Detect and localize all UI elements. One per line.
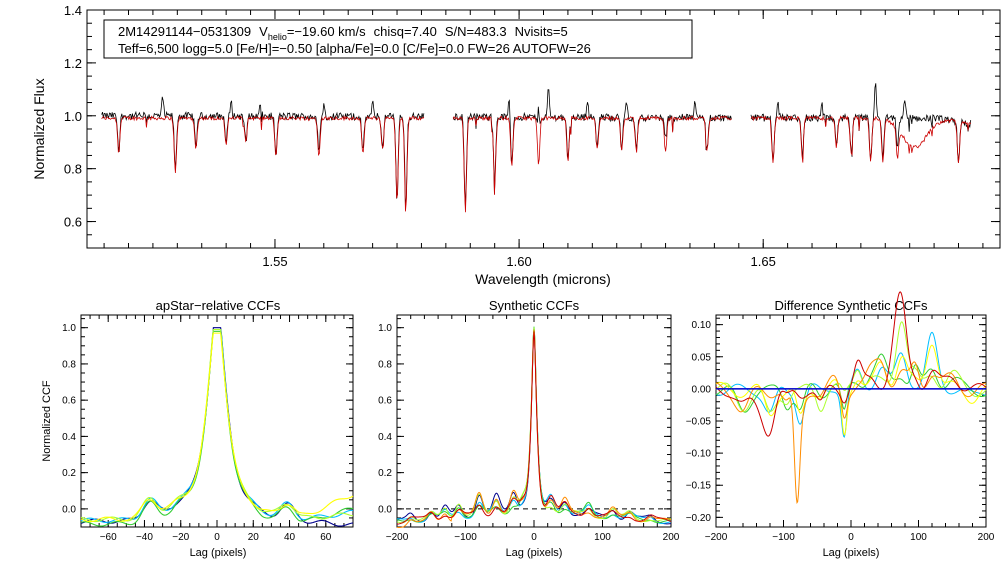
x-tick-label: −200: [386, 532, 409, 543]
annotation-v-subscript: helio: [268, 32, 287, 42]
x-tick-label: −20: [172, 532, 189, 543]
apstar-ccf-ticks: −60 −40 −20 0 20 40 60 0.0 0.2 0.4 0.6 0.8 1.0: [62, 315, 354, 543]
y-tick-label: 0.00: [692, 384, 712, 395]
apstar-ccf-xlabel: Lag (pixels): [190, 547, 247, 559]
y-tick-label: 0.4: [378, 432, 392, 443]
x-tick-label: −100: [454, 532, 477, 543]
difference-ccf-panel: Difference Synthetic CCFs −200 −100 0 100 20…: [686, 291, 995, 559]
spectrum-xlabel: Wavelength (microns): [475, 271, 611, 287]
annotation-line-1: 2M14291144−0531309 Vhelio=−19.60 km/s chis…: [118, 24, 568, 42]
model-spectrum-line: [452, 115, 732, 213]
x-tick-label: 1.65: [751, 254, 776, 269]
synthetic-ccf-panel: Synthetic CCFs −200 −100 0 100 200 0.0 0.2 0.4 0…: [378, 298, 680, 559]
annotation-object-id: 2M14291144−0531309: [118, 24, 251, 39]
synthetic-ccf-line-visit-3: [396, 326, 672, 524]
ccf-line-visit-5: [80, 332, 354, 523]
annotation-v-symbol: V: [259, 24, 268, 39]
y-tick-label: −0.10: [686, 449, 712, 460]
ccf-line-visit-4: [80, 328, 354, 523]
y-tick-label: −0.20: [686, 513, 712, 524]
y-tick-label: 0.2: [378, 468, 392, 479]
x-tick-label: 60: [320, 532, 332, 543]
y-tick-label: 0.10: [692, 320, 712, 331]
x-tick-label: 1.60: [506, 254, 531, 269]
synthetic-ccf-title: Synthetic CCFs: [489, 298, 580, 313]
synthetic-ccf-line-visit-5: [396, 329, 672, 529]
x-tick-label: 100: [910, 532, 927, 543]
y-tick-label: 0.8: [378, 359, 392, 370]
annotation-line-2: Teff=6,500 logg=5.0 [Fe/H]=−0.50 [alpha/…: [118, 41, 591, 56]
x-tick-label: −100: [772, 532, 795, 543]
annotation-sn: S/N=483.3: [445, 24, 507, 39]
y-tick-label: −0.15: [686, 481, 712, 492]
y-tick-label: 1.2: [64, 56, 82, 71]
difference-ccf-title: Difference Synthetic CCFs: [775, 298, 928, 313]
x-tick-label: 0: [848, 532, 854, 543]
difference-ccf-line-visit-4: [715, 321, 987, 412]
ccf-line-visit-2: [80, 328, 354, 523]
x-tick-label: 20: [248, 532, 260, 543]
synthetic-ccf-xlabel: Lag (pixels): [506, 547, 563, 559]
x-tick-label: −200: [705, 532, 728, 543]
y-tick-label: 0.0: [62, 504, 76, 515]
difference-ccf-xlabel: Lag (pixels): [823, 547, 880, 559]
apstar-ccf-panel: apStar−relative CCFs −60 −40 −20 0 20 40 60 0.0…: [41, 298, 354, 559]
model-spectrum-line: [750, 115, 972, 164]
x-tick-label: 100: [594, 532, 611, 543]
y-tick-label: 0.6: [62, 396, 76, 407]
y-tick-label: 0.2: [62, 468, 76, 479]
y-tick-label: 0.6: [378, 396, 392, 407]
y-tick-label: 1.0: [378, 323, 392, 334]
spectrum-ticks: 1.55 1.60 1.65 0.6 0.8 1.0 1.2 1.4: [64, 3, 1000, 269]
y-tick-label: 0.8: [62, 359, 76, 370]
apstar-ccf-lines: [80, 327, 354, 527]
annotation-v-value: =−19.60 km/s: [287, 24, 366, 39]
y-tick-label: 0.05: [692, 352, 712, 363]
ccf-line-visit-3: [80, 330, 354, 527]
ccf-line-visit-1: [80, 327, 354, 527]
synthetic-ccf-line-visit-4: [396, 327, 672, 524]
y-tick-label: 0.6: [64, 215, 82, 230]
model-spectrum-line: [101, 115, 425, 212]
annotation-box: [103, 19, 693, 59]
annotation-nvisits: Nvisits=5: [515, 24, 568, 39]
x-tick-label: 200: [663, 532, 680, 543]
spectrum-panel: 1.55 1.60 1.65 0.6 0.8 1.0 1.2 1.4 2M14291144−0…: [31, 3, 1001, 287]
synthetic-ccf-line-visit-2: [396, 327, 672, 524]
apstar-ccf-title: apStar−relative CCFs: [156, 298, 281, 313]
x-tick-label: 40: [284, 532, 296, 543]
y-tick-label: −0.05: [686, 417, 712, 428]
spectrum-lines: [101, 83, 972, 213]
annotation-chisq: chisq=7.40: [374, 24, 437, 39]
difference-ccf-axes-frame: [715, 314, 987, 528]
y-tick-label: 0.8: [64, 162, 82, 177]
x-tick-label: 1.55: [262, 254, 287, 269]
y-tick-label: 1.0: [62, 323, 76, 334]
x-tick-label: 0: [214, 532, 220, 543]
x-tick-label: −60: [100, 532, 117, 543]
difference-ccf-ticks: −200 −100 0 100 200 −0.20 −0.15 −0.10 −0.05 0.00 0…: [686, 315, 995, 543]
x-tick-label: −40: [136, 532, 153, 543]
observed-spectrum-line: [452, 89, 732, 208]
synthetic-ccf-axes-frame: [396, 314, 672, 528]
apstar-ccf-ylabel: Normalized CCF: [41, 380, 53, 462]
difference-ccf-lines: [715, 291, 987, 504]
synthetic-ccf-lines: [396, 326, 672, 529]
difference-ccf-line-visit-7: [715, 291, 987, 437]
synthetic-ccf-line-visit-1: [396, 329, 672, 525]
x-tick-label: 0: [531, 532, 537, 543]
y-tick-label: 0.4: [62, 432, 76, 443]
synthetic-ccf-line-template: [396, 331, 672, 525]
y-tick-label: 1.0: [64, 109, 82, 124]
observed-spectrum-line: [101, 96, 425, 208]
y-tick-label: 0.0: [378, 504, 392, 515]
apstar-ccf-axes-frame: [80, 314, 354, 528]
y-tick-label: 1.4: [64, 3, 82, 18]
x-tick-label: 200: [978, 532, 995, 543]
spectrum-ylabel: Normalized Flux: [31, 78, 47, 179]
